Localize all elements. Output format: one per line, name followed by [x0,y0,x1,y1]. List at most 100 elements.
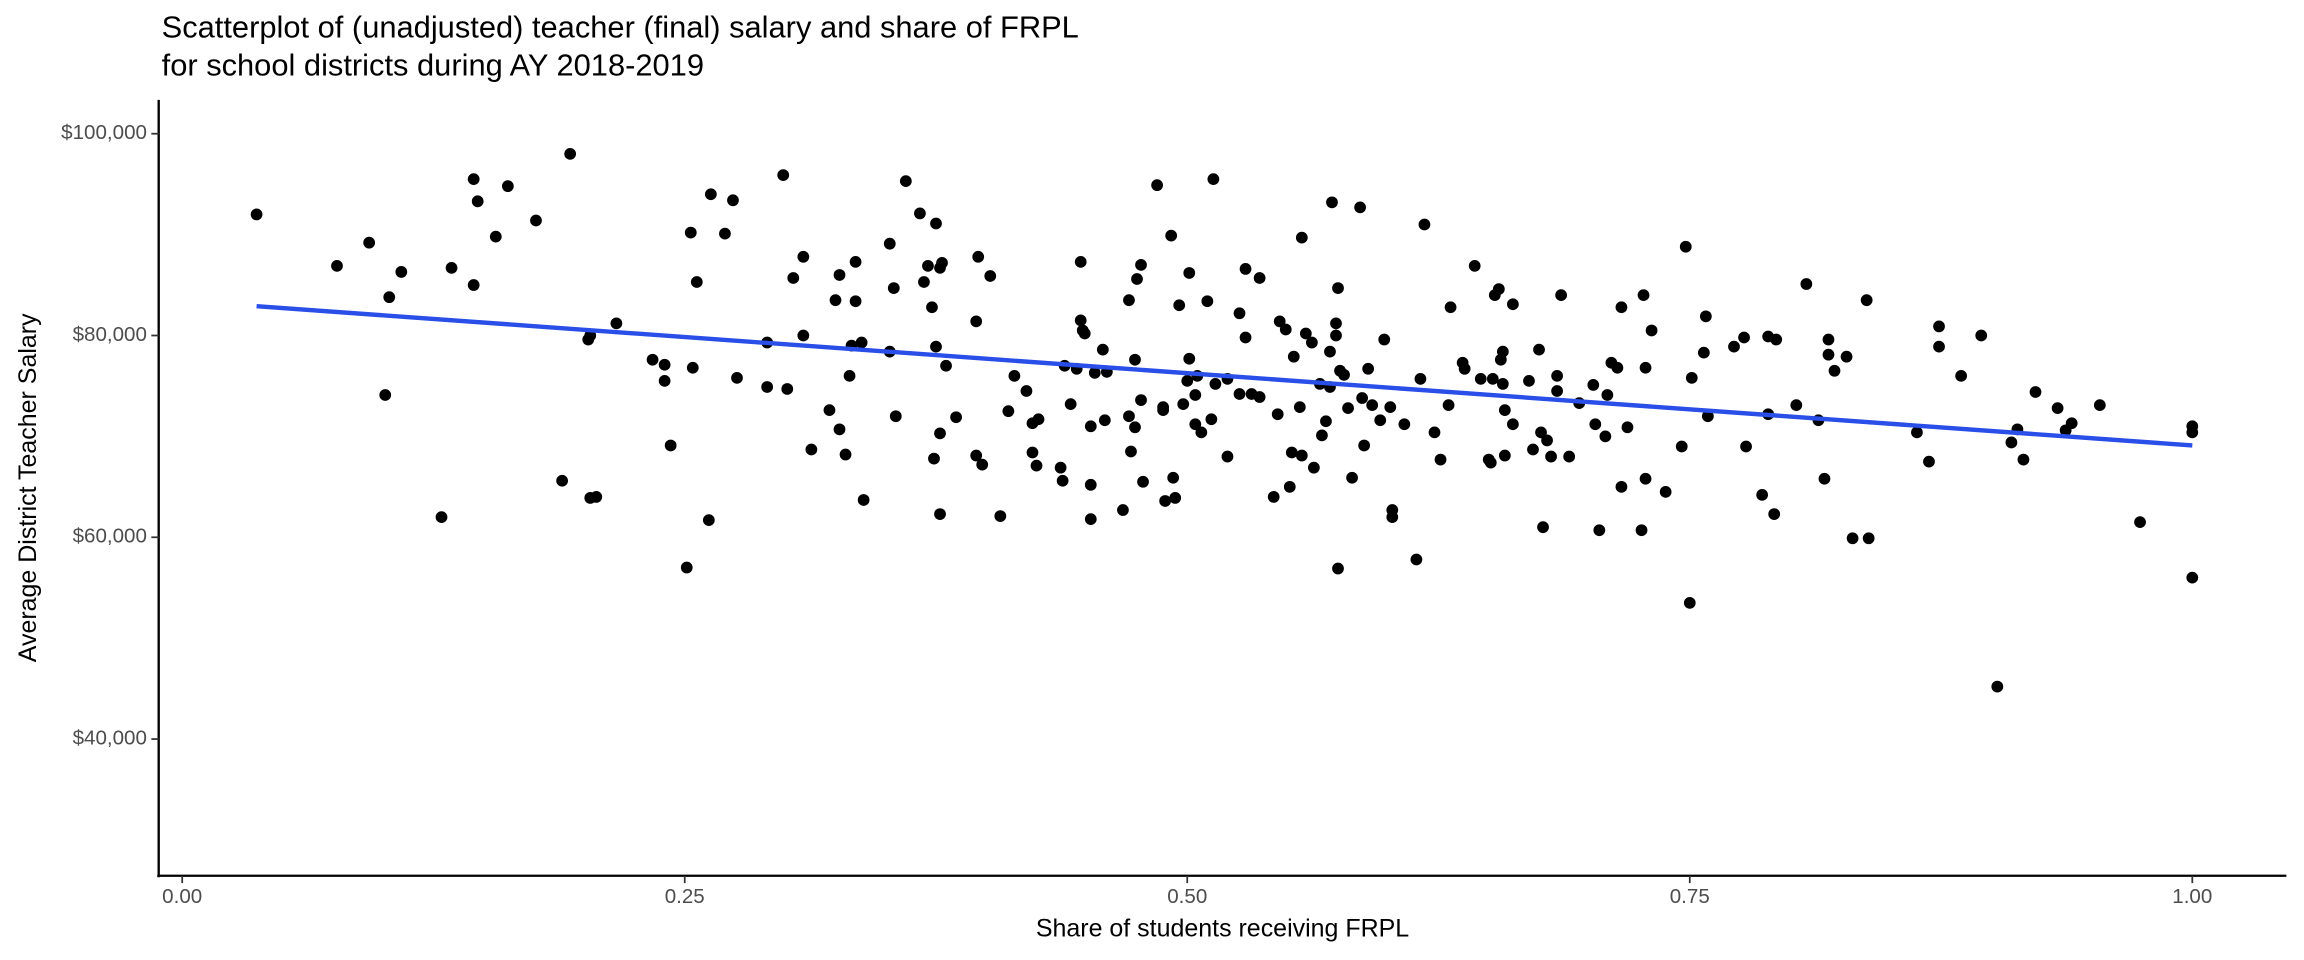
point [889,410,902,423]
point [1358,439,1371,452]
point [1434,453,1447,466]
point [1285,446,1298,459]
point [1535,426,1547,439]
point [704,188,717,201]
point [1410,553,1423,566]
point [690,276,703,288]
point [1131,273,1143,285]
point [1659,485,1672,498]
x-tick-label: 0.00 [162,885,202,908]
point [1181,375,1194,387]
point [1356,392,1369,404]
point [1271,408,1284,421]
point [727,194,739,207]
point [1496,378,1509,390]
point [1860,294,1873,307]
point [489,230,502,243]
point [1683,596,1696,609]
point [1551,369,1563,382]
point [1201,295,1214,308]
x-tick-label: 0.50 [1167,885,1207,908]
point [994,510,1007,522]
point [1026,446,1039,459]
point [797,250,810,263]
point [556,474,568,487]
point [1846,532,1859,545]
point [1253,272,1266,284]
y-axis-title: Average District Teacher Salary [14,313,42,662]
point [1239,331,1252,344]
point [1790,399,1803,411]
point [379,389,392,401]
y-tick-label: $40,000 [73,726,147,749]
point [930,217,942,230]
point [855,336,868,349]
point [787,272,800,284]
point [1084,513,1097,525]
point [1189,418,1202,431]
point [1074,314,1087,327]
point [761,381,774,393]
point [1030,459,1043,472]
x-tick-label: 0.75 [1670,885,1710,908]
point [922,260,934,272]
point [1177,398,1190,410]
point [664,439,677,452]
point [1458,362,1471,375]
point [1074,255,1087,268]
point [1135,258,1147,271]
point [1338,368,1350,381]
point [1096,343,1109,356]
x-axis-title: Share of students receiving FRPL [1036,915,1409,943]
point [1828,364,1841,377]
point [435,511,448,523]
point [1330,329,1342,342]
point [646,353,659,366]
point [1770,333,1783,346]
point [1685,371,1698,384]
point [1738,331,1750,344]
point [849,255,862,268]
point [1537,521,1549,534]
point [1991,680,2004,693]
point [1123,294,1135,307]
point [1098,414,1111,427]
point [1492,283,1505,295]
point [1299,327,1312,340]
point [2005,436,2018,449]
point [1020,385,1033,397]
point [658,358,671,371]
point [1064,398,1077,410]
point [1507,418,1519,431]
point [883,237,896,250]
point [984,270,997,282]
point [1611,361,1624,374]
point [1468,260,1481,272]
point [940,359,952,372]
point [445,262,458,274]
point [1697,346,1710,359]
point [1923,455,1935,468]
point [1129,353,1141,366]
point [1354,201,1366,214]
point [731,371,743,384]
point [2051,402,2064,415]
point [930,340,942,353]
point [1384,401,1397,414]
point [1279,323,1292,336]
point [1342,402,1354,415]
point [1822,348,1835,361]
point [1378,333,1391,346]
point [1862,532,1875,545]
point [2029,386,2042,398]
point [1008,369,1021,382]
y-tick-label: $80,000 [73,323,147,346]
point [1159,495,1172,507]
point [1911,426,1923,439]
point [1637,289,1650,302]
point [1541,434,1553,447]
point [1699,310,1712,323]
point [857,494,870,506]
point [331,260,343,272]
